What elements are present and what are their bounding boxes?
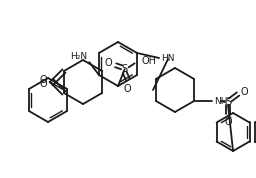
Text: S: S xyxy=(122,64,128,74)
Text: O: O xyxy=(124,84,132,94)
Text: H₂N: H₂N xyxy=(70,52,87,61)
Text: OH: OH xyxy=(142,56,157,66)
Text: O: O xyxy=(40,79,47,89)
Text: HN: HN xyxy=(161,54,175,64)
Text: NH: NH xyxy=(214,98,228,106)
Text: O: O xyxy=(40,75,47,85)
Text: O: O xyxy=(240,87,248,97)
Text: O: O xyxy=(224,117,232,127)
Text: O: O xyxy=(104,58,112,68)
Text: S: S xyxy=(225,97,231,107)
